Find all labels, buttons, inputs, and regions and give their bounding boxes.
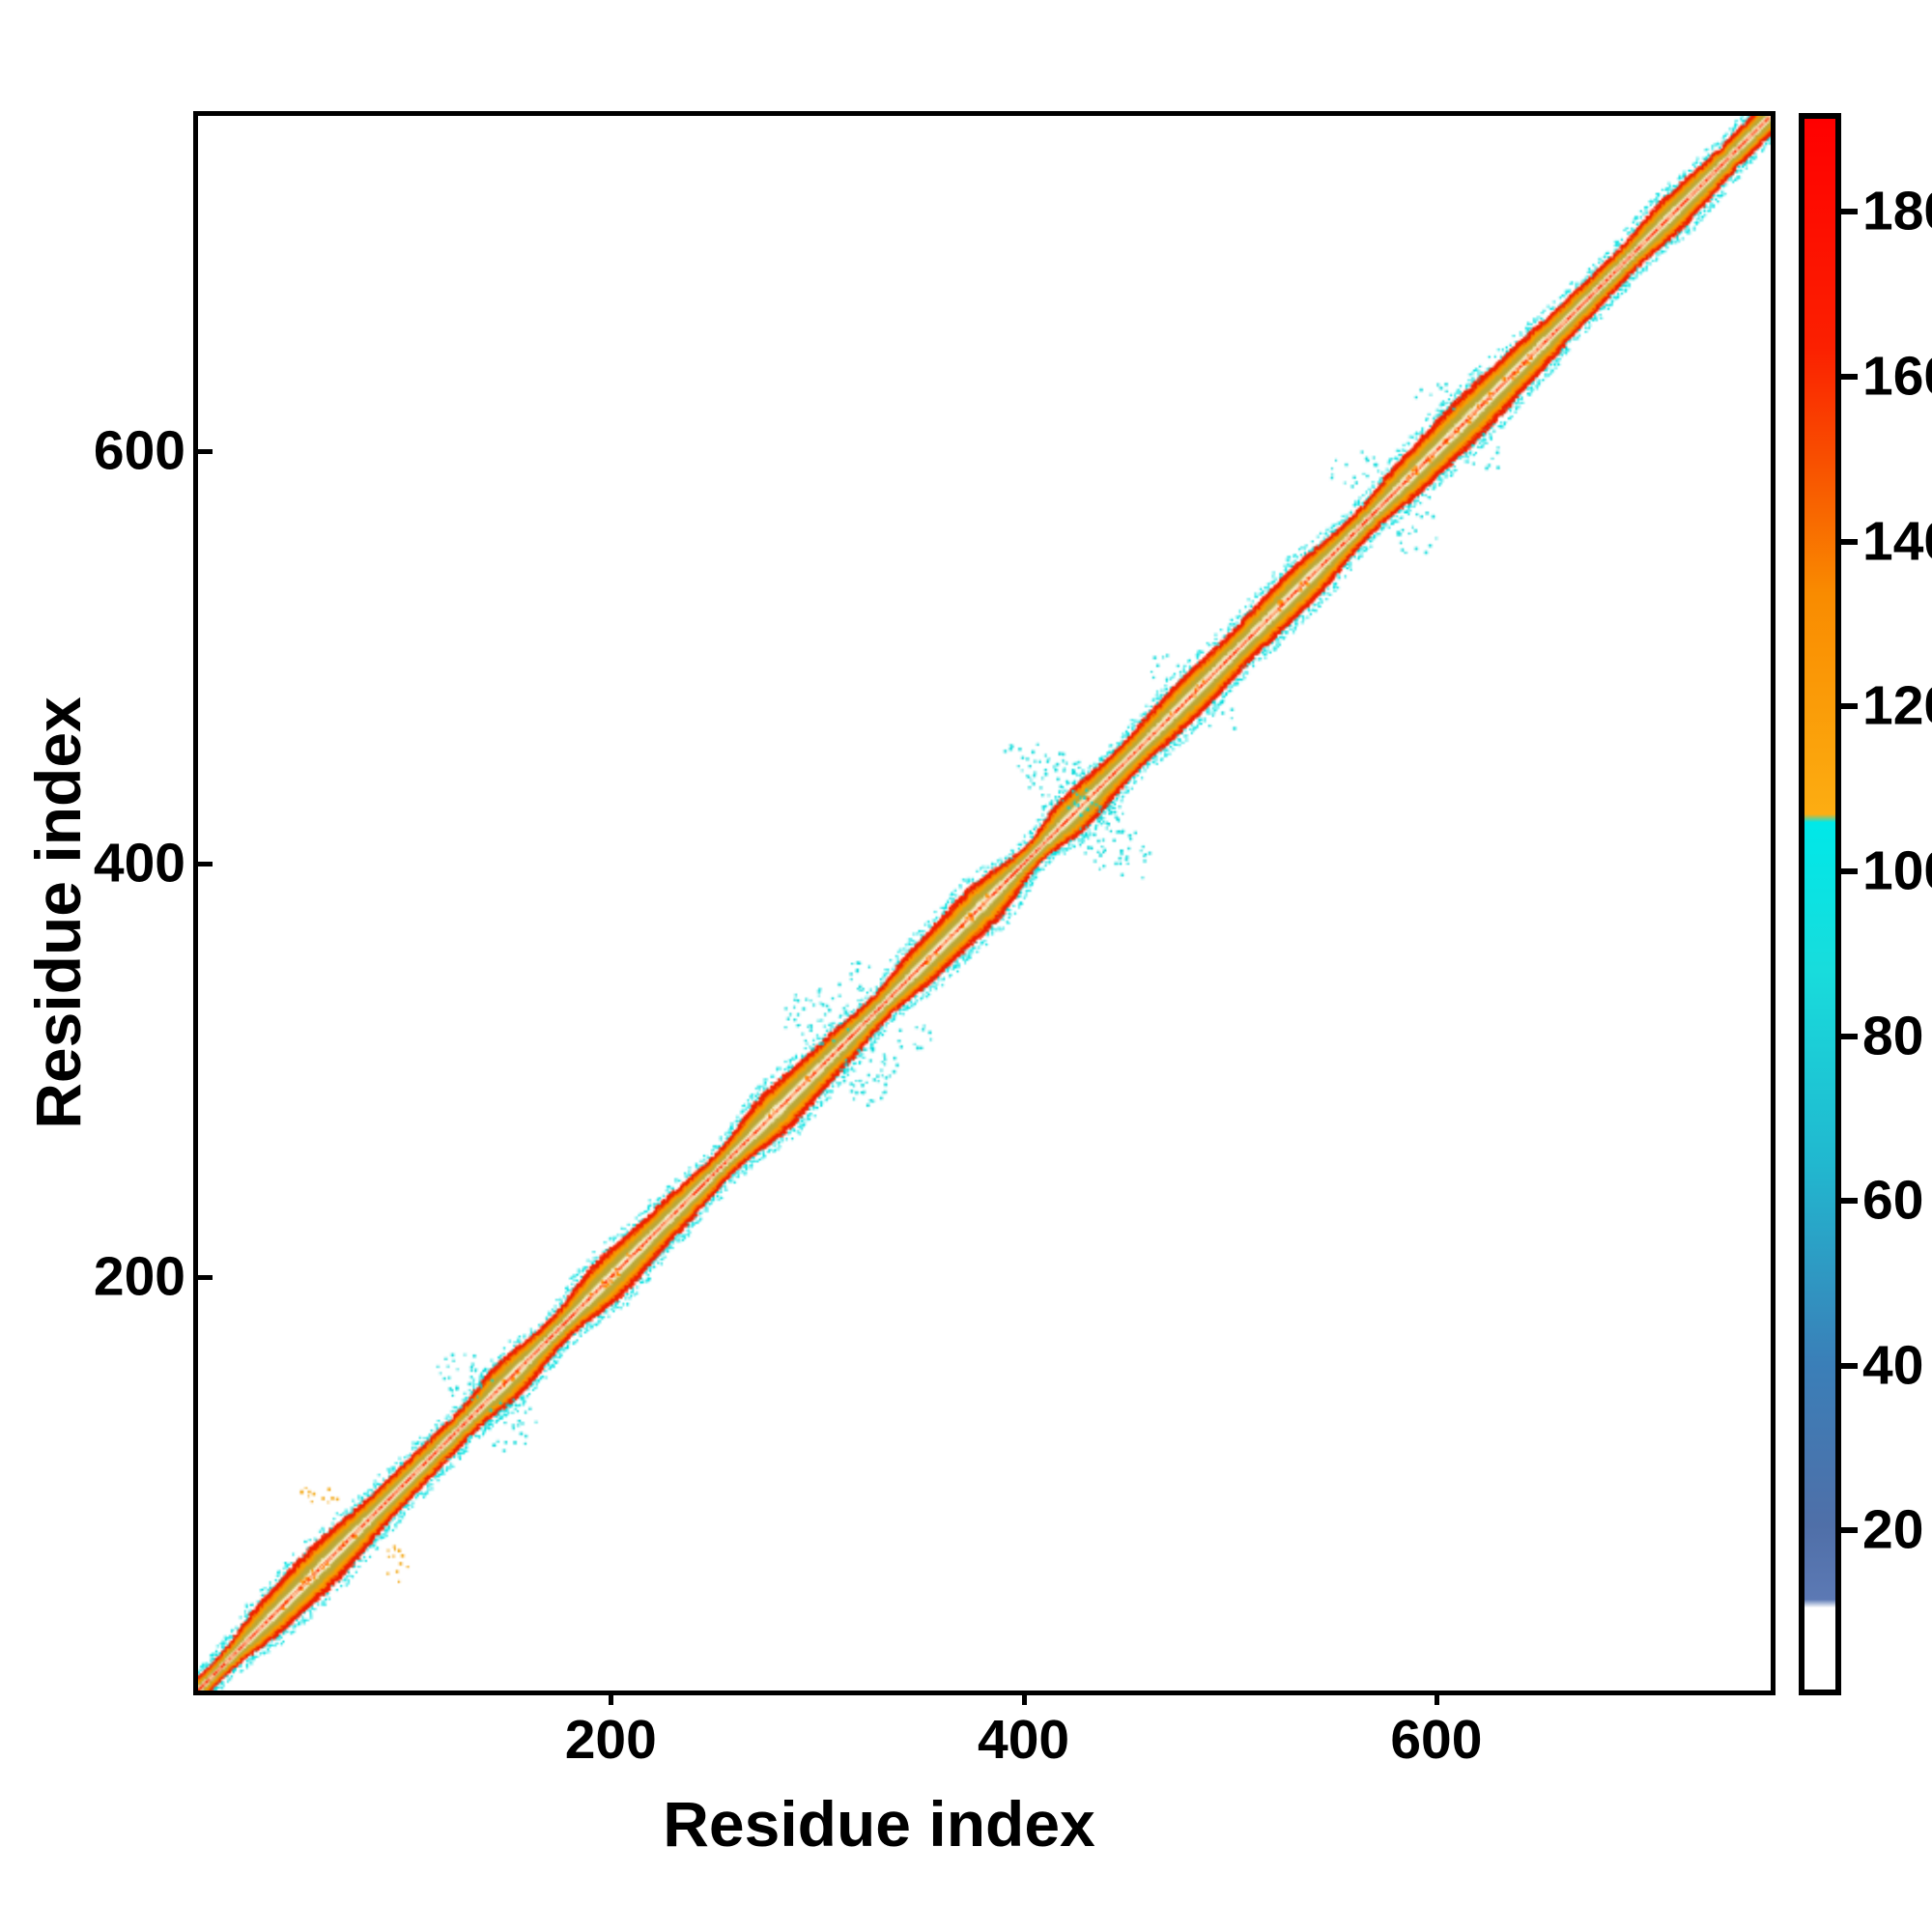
x-tick-label-600: 600 (1390, 1709, 1483, 1771)
x-tick-600 (1434, 1690, 1439, 1705)
colorbar-tick-60 (1841, 1198, 1858, 1205)
colorbar-tick-80 (1841, 1033, 1858, 1039)
x-tick-400 (1021, 1690, 1027, 1705)
colorbar-gradient (1804, 119, 1835, 1690)
colorbar-tick-120 (1841, 703, 1858, 710)
x-axis-label-text: Residue index (663, 1788, 1095, 1860)
y-tick-label-600: 600 (93, 419, 185, 482)
y-tick-label-400: 400 (93, 832, 185, 895)
colorbar: 20 40 60 80 100 120 140 160 180 (1799, 113, 1932, 1695)
y-tick-400 (198, 862, 213, 867)
colorbar-label-40: 40 (1862, 1334, 1924, 1397)
x-tick-200 (609, 1690, 614, 1705)
x-tick-label-200: 200 (564, 1709, 657, 1771)
colorbar-tick-20 (1841, 1527, 1858, 1534)
colorbar-tick-160 (1841, 374, 1858, 380)
x-axis-label: Residue index (0, 1792, 1932, 1856)
colorbar-label-120: 120 (1862, 674, 1932, 737)
colorbar-label-100: 100 (1862, 839, 1932, 902)
y-tick-600 (198, 448, 213, 454)
y-tick-200 (198, 1275, 213, 1281)
colorbar-label-80: 80 (1862, 1005, 1924, 1066)
colorbar-tick-100 (1841, 867, 1858, 874)
colorbar-tick-140 (1841, 538, 1858, 545)
colorbar-tick-40 (1841, 1362, 1858, 1369)
colorbar-label-60: 60 (1862, 1169, 1924, 1232)
x-tick-label-400: 400 (978, 1709, 1070, 1771)
colorbar-label-160: 160 (1862, 345, 1932, 408)
y-tick-label-200: 200 (93, 1245, 185, 1308)
colorbar-tick-180 (1841, 209, 1858, 215)
heatmap-image (198, 116, 1771, 1690)
colorbar-label-180: 180 (1862, 180, 1932, 242)
colorbar-label-140: 140 (1862, 510, 1932, 573)
y-axis-label: Residue index (22, 696, 94, 1129)
colorbar-label-20: 20 (1862, 1498, 1924, 1561)
colorbar-border (1799, 113, 1841, 1695)
plot-area (193, 111, 1776, 1695)
